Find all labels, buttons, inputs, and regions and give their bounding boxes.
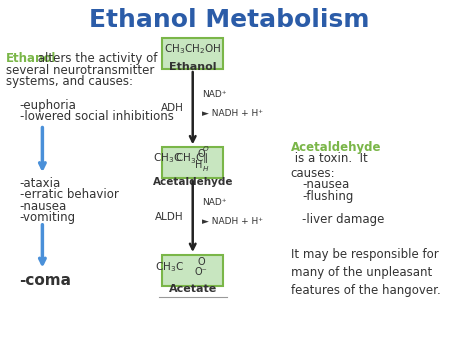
Text: Acetate: Acetate — [169, 284, 217, 294]
Text: -lowered social inhibitions: -lowered social inhibitions — [19, 110, 173, 123]
Text: Ethanol: Ethanol — [6, 52, 56, 65]
Text: -coma: -coma — [19, 273, 72, 288]
Text: is a toxin.  It
causes:: is a toxin. It causes: — [291, 153, 367, 181]
Text: alters the activity of: alters the activity of — [34, 52, 157, 65]
Text: Ethanol Metabolism: Ethanol Metabolism — [89, 8, 369, 33]
Text: -erratic behavior: -erratic behavior — [19, 188, 118, 201]
Text: Ethanol: Ethanol — [169, 62, 217, 72]
Text: ► NADH + H⁺: ► NADH + H⁺ — [202, 109, 263, 118]
Text: -vomiting: -vomiting — [19, 211, 76, 224]
Text: -nausea: -nausea — [19, 199, 67, 213]
Text: O: O — [197, 149, 205, 159]
Text: several neurotransmitter: several neurotransmitter — [6, 64, 155, 77]
Text: NAD⁺: NAD⁺ — [202, 90, 226, 99]
FancyBboxPatch shape — [162, 147, 223, 178]
Text: -euphoria: -euphoria — [19, 99, 76, 112]
Text: CH$_3$C$\!\overset{O}{\underset{H}{\parallel}}$: CH$_3$C$\!\overset{O}{\underset{H}{\para… — [175, 145, 210, 174]
Text: O: O — [197, 257, 205, 267]
Text: ALDH: ALDH — [155, 212, 183, 222]
Text: -flushing: -flushing — [302, 190, 354, 203]
Text: Acetaldehyde: Acetaldehyde — [153, 177, 233, 187]
Text: Acetaldehyde: Acetaldehyde — [291, 141, 381, 154]
Text: -ataxia: -ataxia — [19, 177, 61, 190]
Text: H: H — [195, 160, 202, 170]
Text: ► NADH + H⁺: ► NADH + H⁺ — [202, 217, 263, 226]
Text: CH$_3$CH$_2$OH: CH$_3$CH$_2$OH — [164, 42, 221, 56]
Text: -nausea: -nausea — [302, 178, 349, 191]
Text: O⁻: O⁻ — [195, 267, 208, 277]
Text: ADH: ADH — [161, 103, 183, 113]
Text: -liver damage: -liver damage — [302, 213, 384, 226]
Text: CH$_3$C: CH$_3$C — [153, 151, 182, 164]
Text: It may be responsible for
many of the unpleasant
features of the hangover.: It may be responsible for many of the un… — [291, 248, 440, 297]
FancyBboxPatch shape — [162, 38, 223, 69]
Text: NAD⁺: NAD⁺ — [202, 198, 226, 207]
Text: systems, and causes:: systems, and causes: — [6, 75, 133, 88]
FancyBboxPatch shape — [162, 255, 223, 286]
Text: CH$_3$C: CH$_3$C — [155, 260, 183, 274]
